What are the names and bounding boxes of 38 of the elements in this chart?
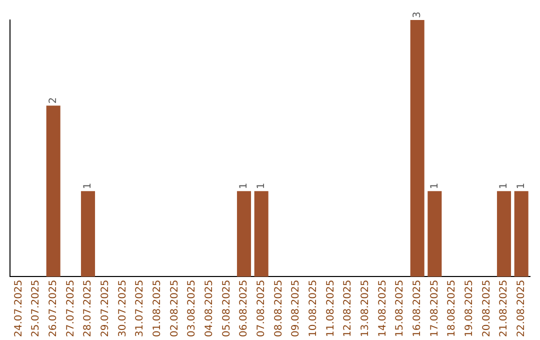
x-tick-label: 28.07.2025	[82, 280, 94, 338]
x-tick-label: 27.07.2025	[65, 280, 76, 338]
x-tick-label: 25.07.2025	[30, 280, 42, 338]
data-label: 1	[498, 182, 510, 190]
data-label: 1	[256, 182, 267, 190]
x-tick-label: 07.08.2025	[256, 280, 267, 338]
x-tick-label: 04.08.2025	[204, 280, 215, 338]
x-tick-label: 22.08.2025	[516, 280, 527, 338]
x-tick-label: 09.08.2025	[290, 280, 302, 338]
x-tick-label: 11.08.2025	[325, 280, 336, 338]
data-label: 1	[429, 182, 440, 190]
data-label: 1	[238, 182, 250, 190]
x-tick-label: 15.08.2025	[394, 280, 406, 338]
x-tick-label: 08.08.2025	[273, 280, 284, 338]
data-label: 1	[516, 182, 527, 190]
data-label: 3	[412, 12, 423, 18]
x-tick-label: 01.08.2025	[152, 280, 163, 338]
data-label: 2	[48, 97, 59, 104]
x-tick-label: 05.08.2025	[221, 280, 232, 338]
x-tick-label: 18.08.2025	[446, 280, 458, 338]
x-tick-label: 17.08.2025	[429, 280, 440, 338]
x-tick-label: 10.08.2025	[308, 280, 319, 338]
data-label: 1	[82, 182, 94, 190]
x-tick-label: 31.07.2025	[134, 280, 146, 338]
x-tick-label: 06.08.2025	[238, 280, 250, 338]
x-tick-label: 20.08.2025	[481, 280, 492, 338]
x-tick-label: 30.07.2025	[117, 280, 128, 338]
x-tick-label: 29.07.2025	[100, 280, 111, 338]
x-tick-label: 16.08.2025	[412, 280, 423, 338]
x-tick-label: 21.08.2025	[498, 280, 510, 338]
x-tick-label: 12.08.2025	[342, 280, 354, 338]
x-tick-label: 24.07.2025	[13, 280, 24, 338]
x-tick-label: 19.08.2025	[464, 280, 475, 338]
x-tick-label: 03.08.2025	[186, 280, 198, 338]
x-tick-label: 02.08.2025	[169, 280, 180, 338]
x-tick-label: 13.08.2025	[360, 280, 371, 338]
x-tick-label: 14.08.2025	[377, 280, 388, 338]
x-tick-label: 26.07.2025	[48, 280, 59, 338]
